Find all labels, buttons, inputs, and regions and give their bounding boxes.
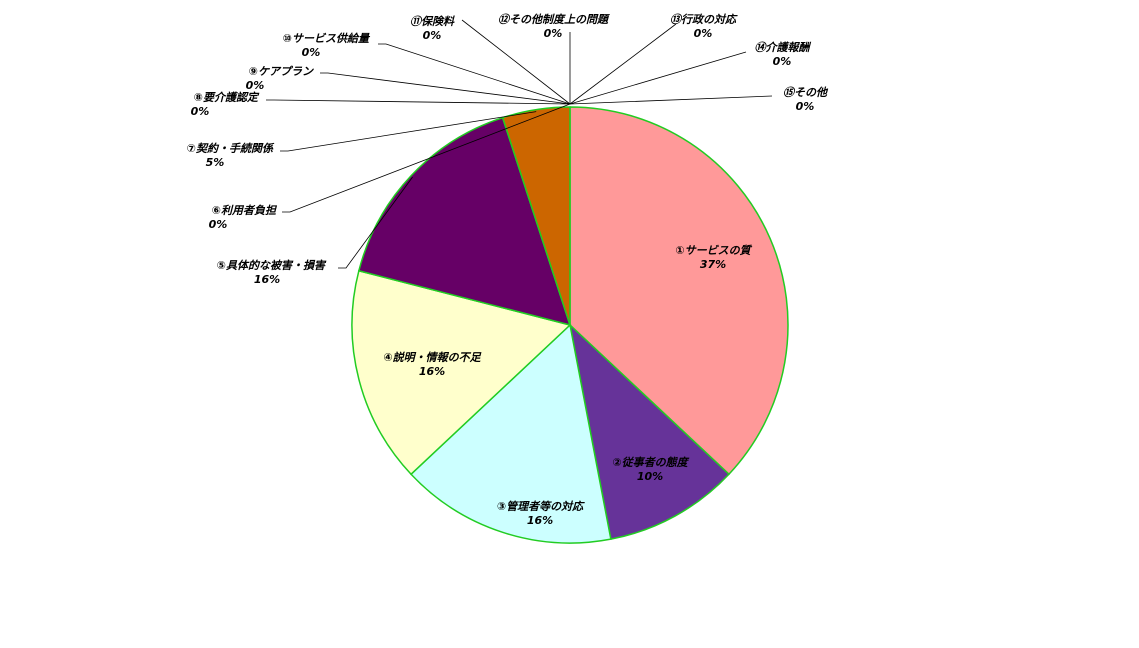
data-label-pct-11: 0% — [423, 29, 442, 42]
leader-line-7 — [280, 111, 537, 152]
data-label-name-11: ⑪保険料 — [410, 15, 455, 28]
pie-slice-1 — [569, 106, 789, 476]
pie-slices — [351, 106, 789, 544]
leader-line-13 — [569, 23, 677, 105]
data-label-name-3: ③管理者等の対応 — [497, 500, 585, 513]
data-label-name-14: ⑭介護報酬 — [755, 41, 812, 54]
leader-line-14 — [569, 51, 747, 105]
data-label-name-15: ⑮その他 — [783, 86, 829, 99]
pie-slice-7 — [501, 106, 571, 326]
data-label-pct-1: 37% — [700, 258, 726, 271]
data-label-name-13: ⑬行政の対応 — [670, 13, 738, 26]
leader-line-15 — [569, 95, 773, 105]
data-label-pct-12: 0% — [544, 27, 563, 40]
pie-slice-2 — [568, 322, 730, 541]
leader-line-10 — [378, 43, 571, 105]
data-label-name-6: ⑥利用者負担 — [212, 204, 278, 217]
data-label-name-8: ⑧要介護認定 — [194, 91, 260, 104]
pie-slice-3 — [410, 323, 612, 544]
pie-slice-5 — [357, 116, 572, 327]
data-label-pct-2: 10% — [637, 470, 663, 483]
data-labels: ①サービスの質37%②従事者の態度10%③管理者等の対応16%④説明・情報の不足… — [187, 13, 829, 527]
leader-line-8 — [266, 99, 571, 105]
data-label-name-7: ⑦契約・手続関係 — [187, 142, 275, 155]
leader-line-6 — [282, 103, 571, 213]
data-label-name-1: ①サービスの質 — [675, 244, 752, 257]
data-label-pct-8: 0% — [191, 105, 210, 118]
data-label-pct-14: 0% — [773, 55, 792, 68]
pie-slice-4 — [351, 269, 572, 476]
data-label-pct-13: 0% — [694, 27, 713, 40]
leader-line-9 — [320, 72, 571, 105]
data-label-name-12: ⑫その他制度上の問題 — [498, 13, 610, 26]
data-label-name-5: ⑤具体的な被害・損害 — [217, 259, 327, 272]
data-label-pct-5: 16% — [254, 273, 280, 286]
leader-line-5 — [338, 176, 413, 269]
leader-lines — [266, 19, 773, 269]
data-label-name-10: ⑩サービス供給量 — [283, 32, 371, 45]
leader-line-11 — [461, 19, 571, 105]
data-label-name-4: ④説明・情報の不足 — [383, 351, 481, 364]
data-label-pct-10: 0% — [302, 46, 321, 59]
data-label-name-2: ②従事者の態度 — [612, 456, 689, 469]
data-label-pct-15: 0% — [796, 100, 815, 113]
data-label-pct-4: 16% — [419, 365, 445, 378]
data-label-pct-7: 5% — [206, 156, 225, 169]
data-label-pct-3: 16% — [527, 514, 553, 527]
data-label-name-9: ⑨ケアプラン — [249, 65, 314, 78]
data-label-pct-9: 0% — [246, 79, 265, 92]
data-label-pct-6: 0% — [209, 218, 228, 231]
